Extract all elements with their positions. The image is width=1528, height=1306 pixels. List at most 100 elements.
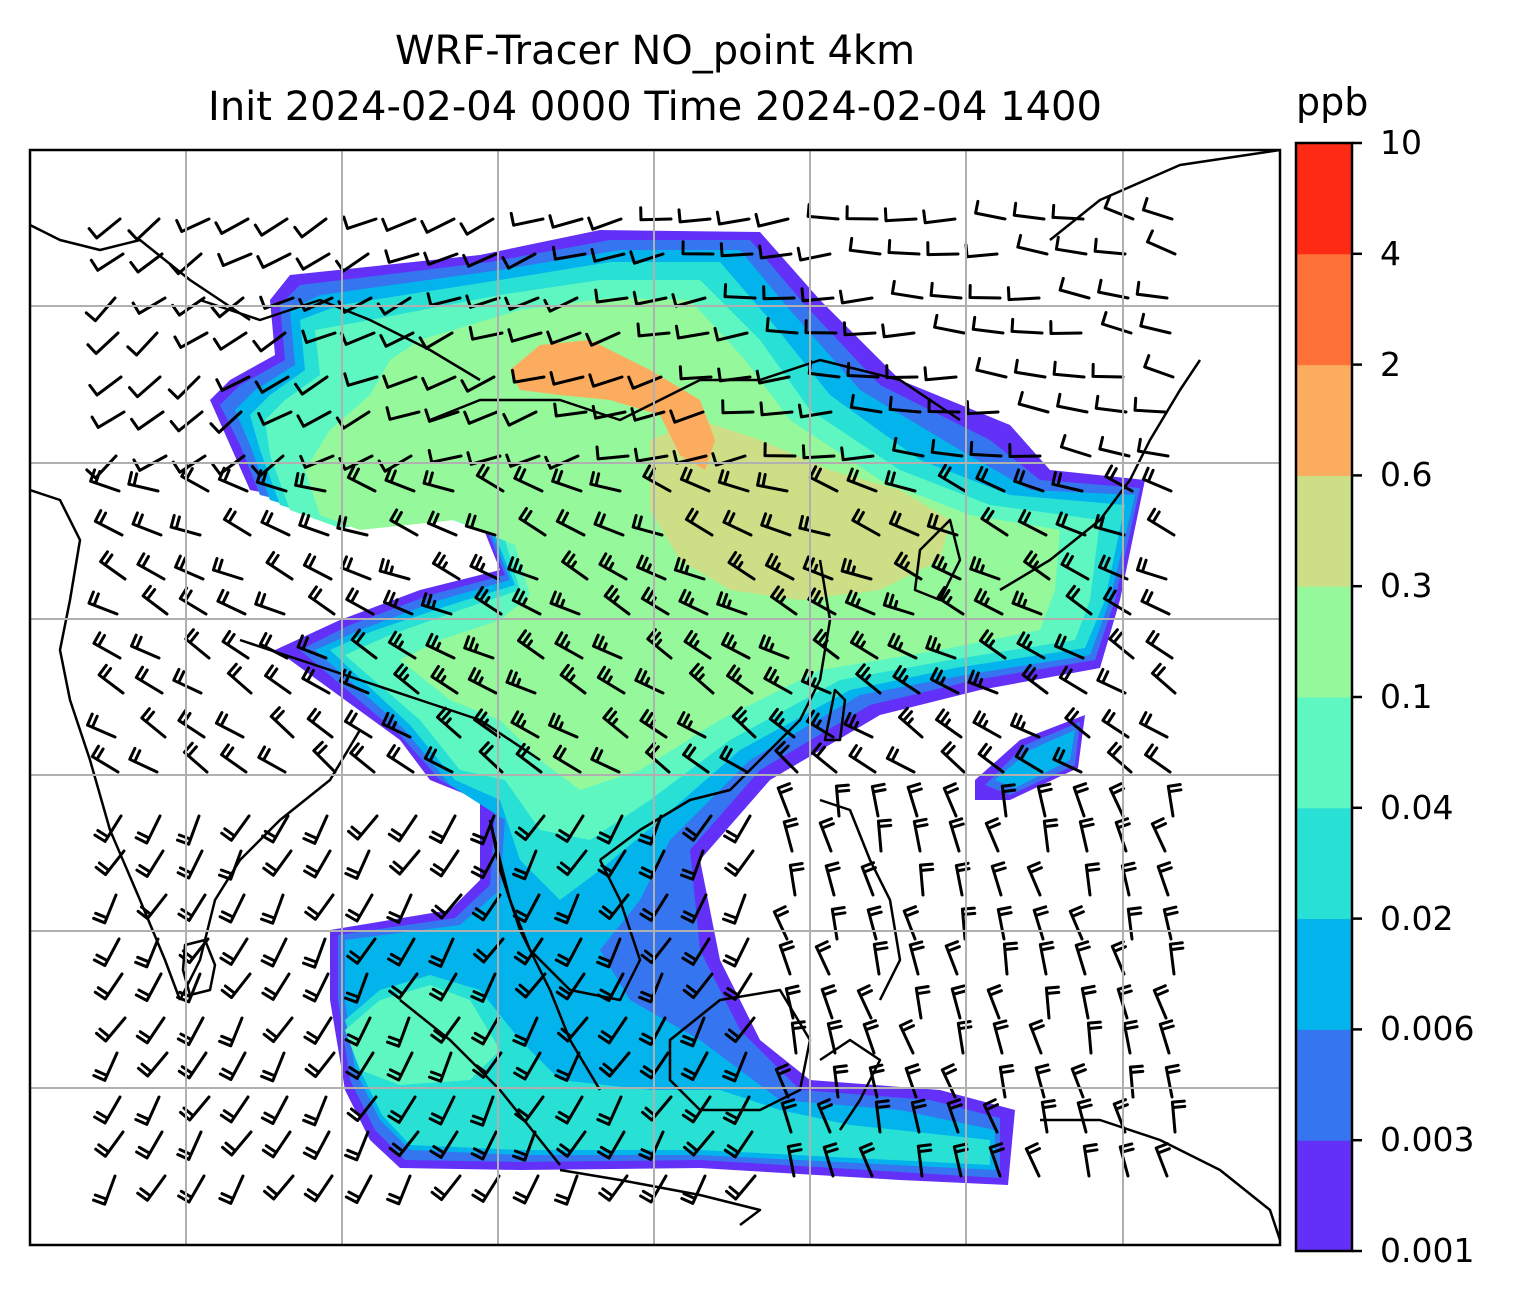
colorbar-tick-label: 0.003 — [1380, 1120, 1475, 1160]
wind-barb — [346, 465, 377, 493]
wind-barb — [904, 1063, 921, 1099]
wind-barb — [848, 744, 877, 774]
wind-barb — [912, 817, 929, 853]
wind-barb — [428, 814, 457, 844]
wind-barb — [1010, 317, 1044, 335]
wind-barb — [720, 632, 751, 660]
wind-barb — [470, 1130, 498, 1161]
wind-barb — [1122, 1019, 1139, 1055]
border-himalaya — [239, 638, 541, 762]
wind-barb — [760, 512, 792, 537]
wind-barb — [682, 814, 713, 842]
wind-barb — [1052, 360, 1086, 379]
wind-barb — [929, 667, 960, 695]
wind-barb — [682, 743, 710, 774]
colorbar-band — [1296, 475, 1352, 587]
wind-barb — [169, 252, 203, 276]
wind-barb — [914, 985, 931, 1020]
wind-barb — [786, 1142, 803, 1178]
wind-barb — [381, 711, 412, 739]
colorbar-tick-label: 0.006 — [1380, 1009, 1475, 1049]
wind-barb — [755, 369, 791, 385]
wind-barb — [426, 292, 462, 307]
wind-barb — [302, 553, 333, 581]
wind-barb — [680, 1016, 706, 1048]
wind-barb — [382, 589, 414, 616]
wind-barb — [428, 1095, 456, 1126]
wind-barb — [386, 1016, 411, 1048]
wind-barb — [731, 706, 757, 739]
map-gridlines — [30, 150, 1280, 1245]
wind-barb — [511, 588, 542, 616]
wind-barb — [512, 1130, 537, 1162]
wind-barb — [840, 557, 873, 581]
wind-barb — [888, 510, 920, 537]
wind-barb — [86, 331, 120, 355]
wind-barb — [719, 745, 749, 774]
wind-barb — [554, 893, 580, 925]
wind-barb — [306, 707, 334, 739]
wind-barb — [1064, 707, 1091, 739]
wind-barb — [304, 1051, 336, 1079]
wind-barb — [1017, 509, 1048, 537]
wind-barb — [216, 588, 247, 616]
wind-barb — [1146, 229, 1177, 256]
wind-barb — [258, 632, 289, 660]
wind-barb — [1042, 818, 1059, 853]
wind-barb — [295, 252, 331, 271]
wind-barb — [986, 984, 1003, 1020]
wind-barb — [838, 289, 874, 305]
wind-barb — [344, 1016, 372, 1047]
wind-barb — [420, 217, 456, 234]
colorbar-band — [1296, 1140, 1352, 1252]
wind-barb — [722, 1095, 751, 1125]
wind-barb — [866, 905, 883, 941]
wind-barb — [849, 393, 883, 414]
wind-barb — [824, 861, 841, 897]
wind-barb — [349, 742, 376, 774]
wind-barb — [1028, 1019, 1045, 1055]
wind-barb — [898, 1019, 915, 1055]
wind-barb — [260, 893, 285, 925]
wind-barb — [88, 375, 123, 397]
wind-barb — [136, 1174, 167, 1202]
wind-barb — [984, 817, 1001, 853]
wind-barb — [178, 937, 210, 965]
wind-barb — [548, 214, 584, 229]
coastline-philippines — [819, 798, 902, 1001]
wind-barb — [980, 507, 1009, 537]
wind-barb — [634, 667, 665, 695]
wind-barb — [424, 408, 460, 423]
wind-barb — [890, 279, 924, 300]
wind-barb — [393, 663, 420, 695]
wind-barb — [967, 669, 999, 695]
wind-barb — [797, 403, 833, 419]
wind-barb — [814, 940, 831, 976]
wind-barb — [727, 551, 756, 581]
wind-barb — [90, 410, 126, 429]
wind-barb — [129, 252, 164, 274]
wind-barb — [428, 1051, 453, 1083]
wind-barb — [688, 662, 715, 695]
colorbar-tick-label: 10 — [1380, 123, 1422, 162]
wind-barb — [926, 513, 959, 537]
wind-barb — [998, 1064, 1015, 1099]
wind-barb — [807, 587, 837, 616]
wind-barb — [296, 410, 332, 428]
wind-barb — [1080, 984, 1097, 1020]
wind-barb — [1054, 235, 1088, 256]
wind-barb — [860, 861, 877, 897]
wind-barb — [264, 664, 292, 695]
wind-barb — [1086, 1020, 1103, 1055]
wind-barb — [1052, 746, 1083, 774]
wind-barb — [780, 1098, 797, 1134]
wind-barb — [221, 1130, 253, 1157]
wind-barb — [822, 1142, 839, 1178]
wind-barb — [1094, 394, 1128, 414]
wind-barb — [269, 706, 295, 739]
wind-barb — [514, 814, 546, 842]
wind-barb — [868, 1063, 885, 1099]
wind-barb — [782, 817, 799, 853]
wind-barb — [1078, 817, 1095, 853]
wind-barb — [845, 205, 879, 221]
